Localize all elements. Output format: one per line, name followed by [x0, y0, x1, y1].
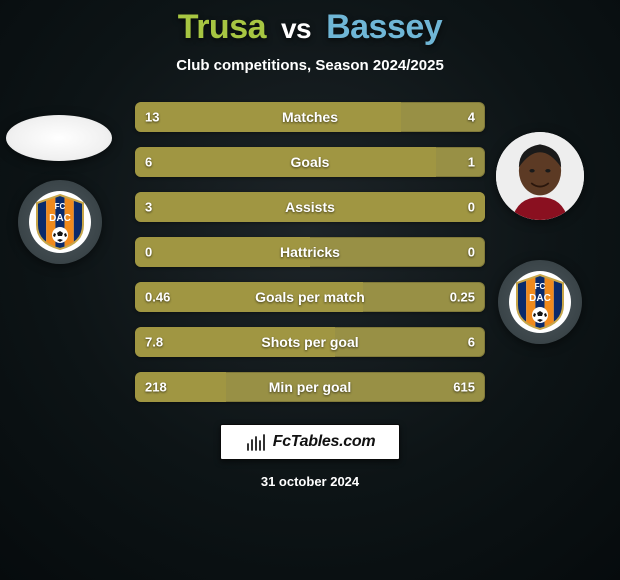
player1-avatar: [6, 115, 112, 161]
title-player1: Trusa: [178, 8, 266, 46]
stat-value-left: 6: [145, 155, 152, 170]
source-badge: FcTables.com: [220, 424, 400, 460]
svg-text:DAC: DAC: [49, 213, 71, 224]
stat-bars: 13Matches46Goals13Assists00Hattricks00.4…: [135, 102, 485, 402]
player1-club-badge: FC DAC: [18, 180, 102, 264]
stat-label: Goals: [291, 154, 330, 170]
source-badge-text: FcTables.com: [273, 433, 376, 451]
stat-value-right: 0: [468, 245, 475, 260]
stat-fill: [135, 102, 401, 132]
title-player2: Bassey: [326, 8, 442, 46]
stat-row: 13 Matches 4: [135, 102, 485, 132]
stat-label: Goals per match: [255, 289, 365, 305]
svg-text:FC: FC: [55, 202, 66, 211]
player2-face-icon: [496, 132, 584, 220]
club-badge-inner: FC DAC: [29, 191, 91, 253]
stat-value-left: 0: [145, 245, 152, 260]
stat-row: 0.46 Goals per match 0.25: [135, 282, 485, 312]
club-badge-inner: FC DAC: [509, 271, 571, 333]
stat-value-right: 0: [468, 200, 475, 215]
comparison-card: Trusa vs Bassey Club competitions, Seaso…: [0, 0, 620, 580]
stat-value-right: 6: [468, 335, 475, 350]
svg-text:FC: FC: [535, 282, 546, 291]
page-title: Trusa vs Bassey: [0, 0, 620, 47]
svg-text:DAC: DAC: [529, 293, 551, 304]
stat-label: Assists: [285, 199, 335, 215]
date-label: 31 october 2024: [0, 474, 620, 489]
stat-row: 218 Min per goal 615: [135, 372, 485, 402]
stat-row: 6 Goals 1: [135, 147, 485, 177]
stat-value-left: 13: [145, 110, 159, 125]
club-shield-icon: FC DAC: [29, 191, 91, 253]
fctables-logo-icon: [245, 432, 267, 452]
club-shield-icon: FC DAC: [509, 271, 571, 333]
player2-club-badge: FC DAC: [498, 260, 582, 344]
stat-row: 3 Assists 0: [135, 192, 485, 222]
title-vs: vs: [275, 13, 317, 44]
stat-label: Hattricks: [280, 244, 340, 260]
stat-value-right: 4: [468, 110, 475, 125]
stat-value-left: 7.8: [145, 335, 163, 350]
stat-row: 0 Hattricks 0: [135, 237, 485, 267]
stat-label: Matches: [282, 109, 338, 125]
stat-label: Min per goal: [269, 379, 351, 395]
stat-value-left: 218: [145, 380, 167, 395]
stat-value-right: 615: [453, 380, 475, 395]
stat-value-left: 3: [145, 200, 152, 215]
subtitle: Club competitions, Season 2024/2025: [0, 57, 620, 74]
stat-value-right: 0.25: [450, 290, 475, 305]
stat-row: 7.8 Shots per goal 6: [135, 327, 485, 357]
stat-fill: [135, 147, 436, 177]
stat-label: Shots per goal: [261, 334, 358, 350]
stat-value-right: 1: [468, 155, 475, 170]
stat-value-left: 0.46: [145, 290, 170, 305]
player2-avatar: [496, 132, 584, 220]
